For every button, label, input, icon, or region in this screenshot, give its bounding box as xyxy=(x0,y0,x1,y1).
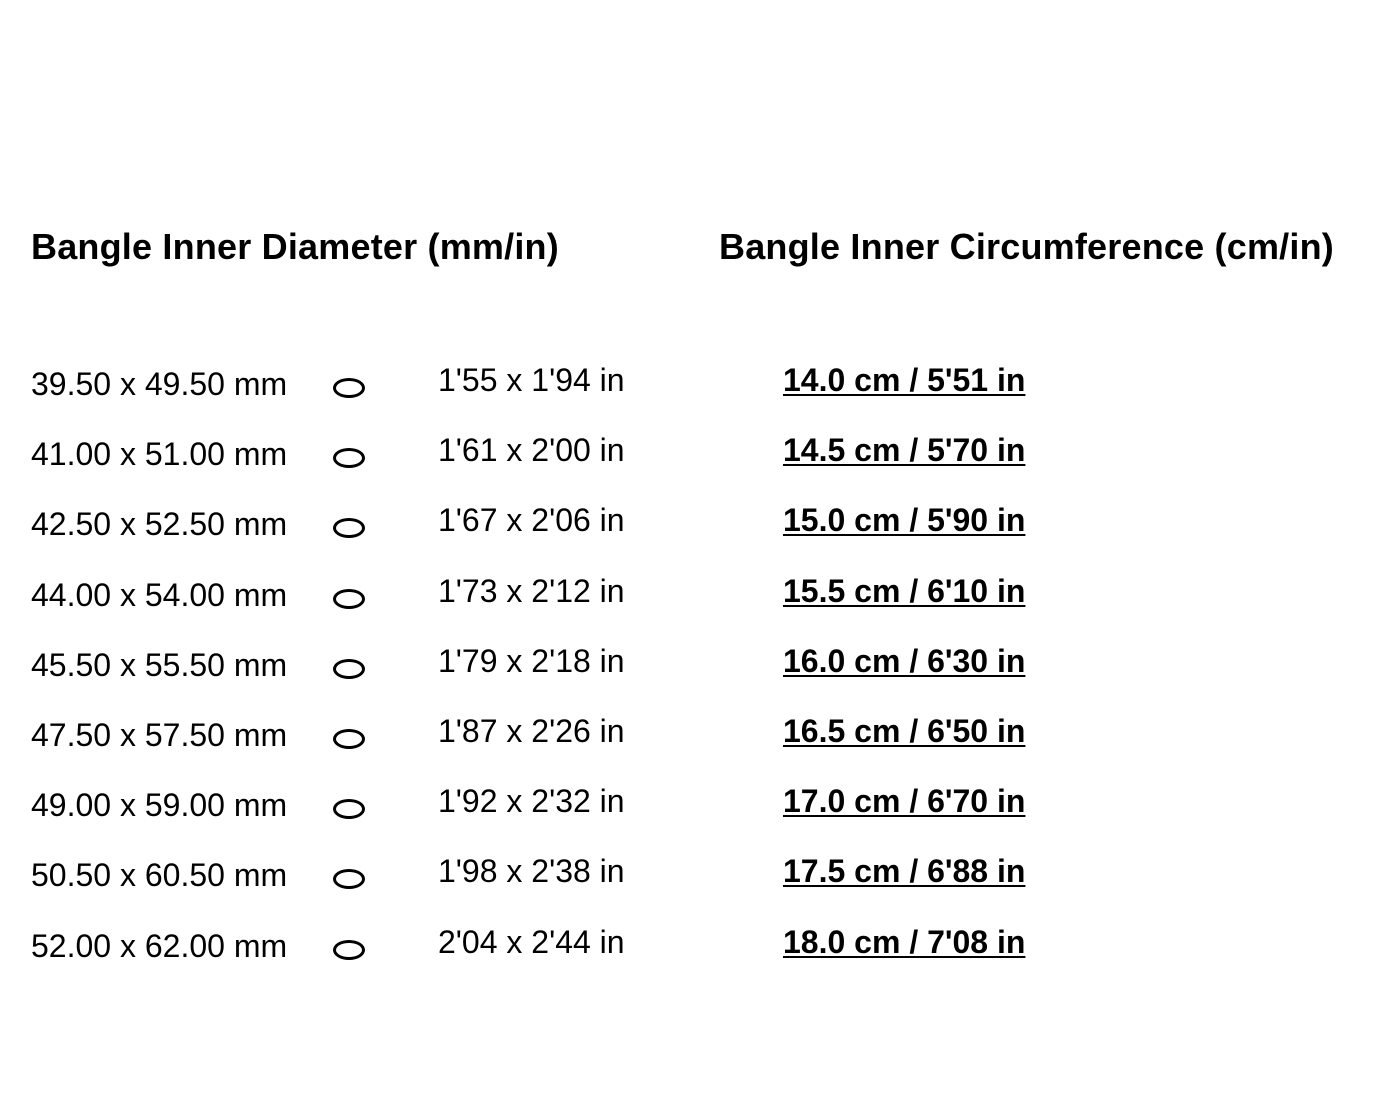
diameter-in: 1'98 x 2'38 in xyxy=(438,853,625,890)
table-row: 45.50 x 55.50 mm 1'79 x 2'18 in 16.0 cm / … xyxy=(0,643,1394,707)
table-row: 50.50 x 60.50 mm 1'98 x 2'38 in 17.5 cm / … xyxy=(0,853,1394,917)
table-row: 47.50 x 57.50 mm 1'87 x 2'26 in 16.5 cm / … xyxy=(0,713,1394,777)
circumference-heading: Bangle Inner Circumference (cm/in) xyxy=(719,226,1334,267)
table-row: 49.00 x 59.00 mm 1'92 x 2'32 in 17.0 cm / … xyxy=(0,783,1394,847)
oval-shape-icon xyxy=(333,799,365,820)
circumference-link[interactable]: 17.5 cm / 6'88 in xyxy=(783,853,1026,890)
circumference-link[interactable]: 15.0 cm / 5'90 in xyxy=(783,502,1026,539)
diameter-in: 1'73 x 2'12 in xyxy=(438,572,625,609)
diameter-mm: 44.00 x 54.00 mm xyxy=(31,576,288,613)
oval-shape-icon xyxy=(333,869,365,890)
oval-shape-icon xyxy=(333,588,365,609)
oval-shape-icon xyxy=(333,658,365,679)
oval-shape-icon xyxy=(333,939,365,960)
table-row: 52.00 x 62.00 mm 2'04 x 2'44 in 18.0 cm / … xyxy=(0,924,1394,988)
diameter-in: 1'92 x 2'32 in xyxy=(438,783,625,820)
table-row: 41.00 x 51.00 mm 1'61 x 2'00 in 14.5 cm / … xyxy=(0,432,1394,496)
table-row: 42.50 x 52.50 mm 1'67 x 2'06 in 15.0 cm / … xyxy=(0,502,1394,566)
diameter-mm: 52.00 x 62.00 mm xyxy=(31,927,288,964)
circumference-link[interactable]: 18.0 cm / 7'08 in xyxy=(783,923,1026,960)
diameter-heading: Bangle Inner Diameter (mm/in) xyxy=(31,226,559,267)
circumference-link[interactable]: 16.0 cm / 6'30 in xyxy=(783,642,1026,679)
diameter-in: 1'55 x 1'94 in xyxy=(438,362,625,398)
diameter-mm: 42.50 x 52.50 mm xyxy=(31,506,288,543)
diameter-mm: 39.50 x 49.50 mm xyxy=(31,366,288,402)
diameter-mm: 41.00 x 51.00 mm xyxy=(31,436,288,473)
circumference-link[interactable]: 16.5 cm / 6'50 in xyxy=(783,713,1026,749)
table-row: 44.00 x 54.00 mm 1'73 x 2'12 in 15.5 cm / … xyxy=(0,573,1394,637)
table-row: 39.50 x 49.50 mm 1'55 x 1'94 in 14.0 cm / … xyxy=(0,362,1394,426)
diameter-in: 2'04 x 2'44 in xyxy=(438,923,625,960)
diameter-in: 1'87 x 2'26 in xyxy=(438,713,625,749)
oval-shape-icon xyxy=(333,448,365,469)
diameter-mm: 47.50 x 57.50 mm xyxy=(31,717,288,753)
diameter-mm: 50.50 x 60.50 mm xyxy=(31,857,288,894)
oval-shape-icon xyxy=(333,378,365,398)
diameter-mm: 45.50 x 55.50 mm xyxy=(31,646,288,683)
circumference-link[interactable]: 14.0 cm / 5'51 in xyxy=(783,362,1026,398)
circumference-link[interactable]: 14.5 cm / 5'70 in xyxy=(783,432,1026,469)
diameter-in: 1'61 x 2'00 in xyxy=(438,432,625,469)
diameter-mm: 49.00 x 59.00 mm xyxy=(31,787,288,824)
diameter-in: 1'67 x 2'06 in xyxy=(438,502,625,539)
oval-shape-icon xyxy=(333,518,365,539)
circumference-link[interactable]: 15.5 cm / 6'10 in xyxy=(783,572,1026,609)
oval-shape-icon xyxy=(333,729,365,749)
diameter-in: 1'79 x 2'18 in xyxy=(438,642,625,679)
circumference-link[interactable]: 17.0 cm / 6'70 in xyxy=(783,783,1026,820)
